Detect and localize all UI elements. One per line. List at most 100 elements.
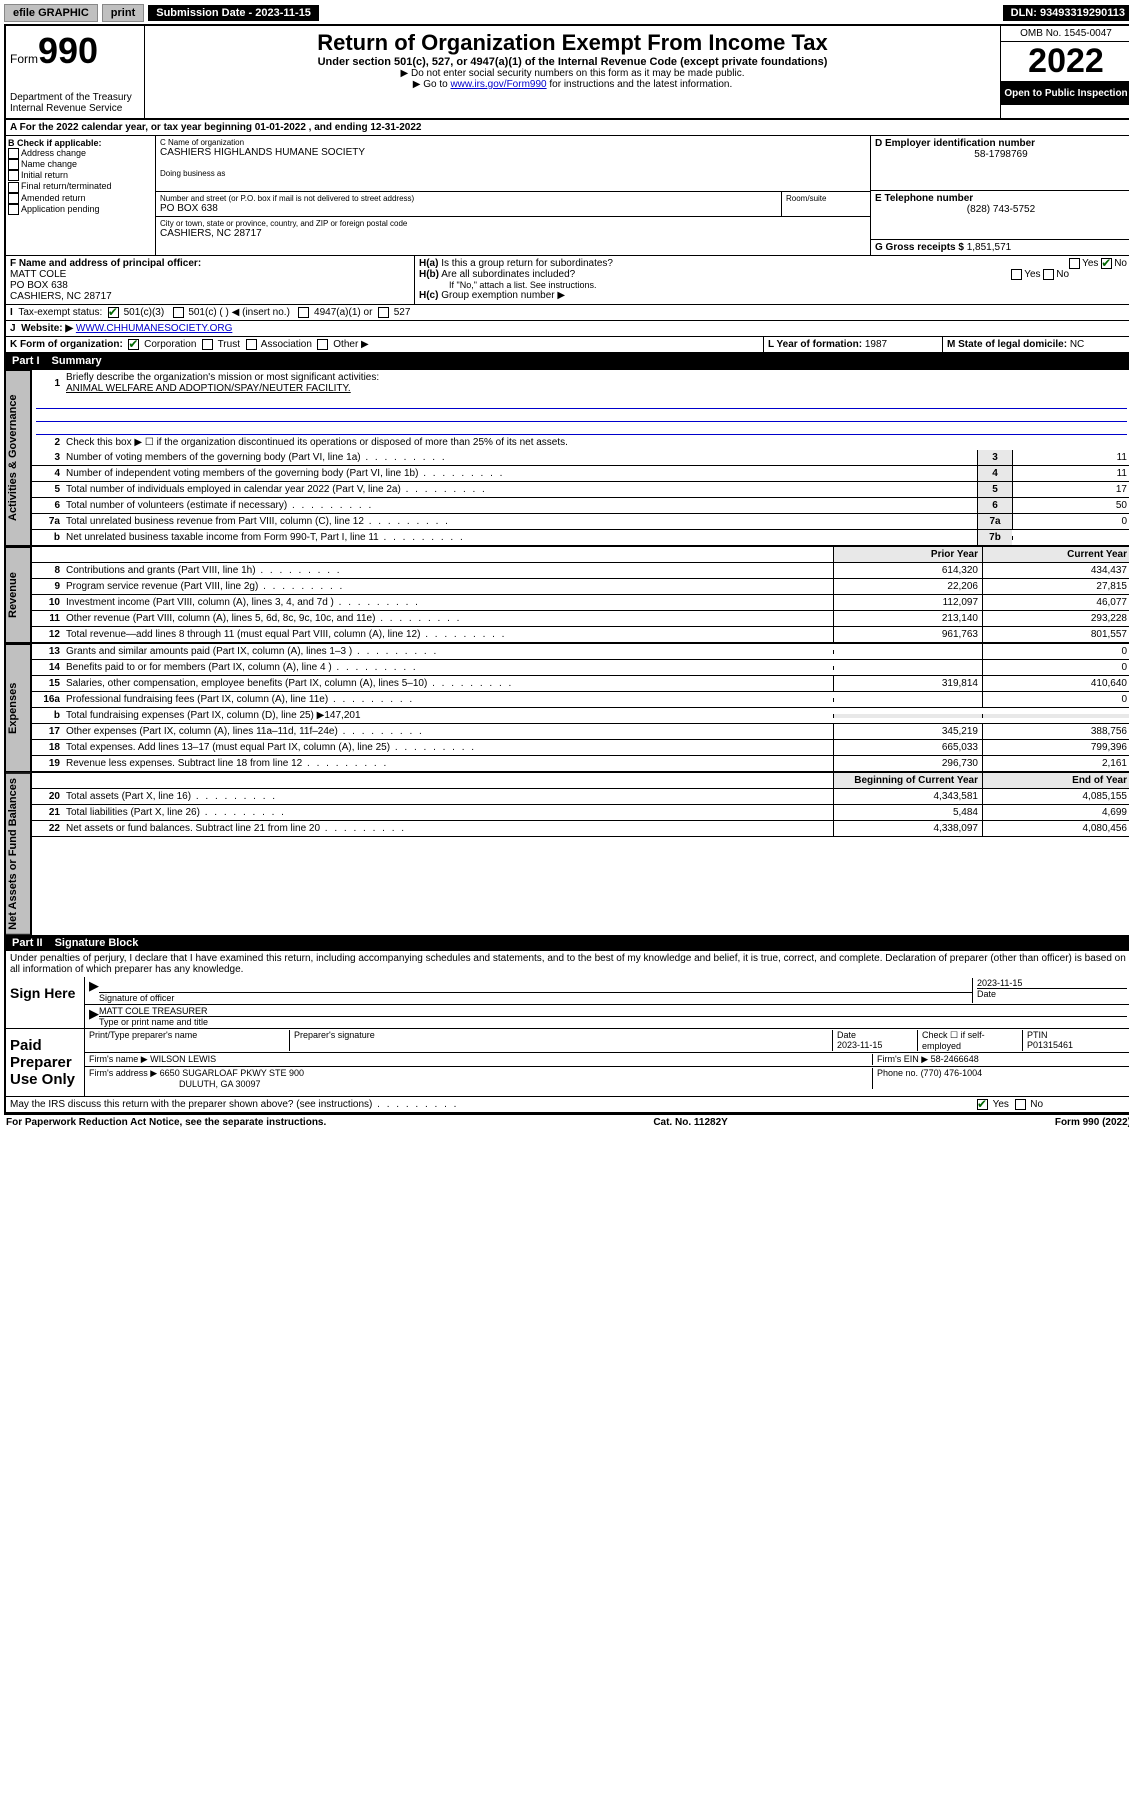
header-middle: Return of Organization Exempt From Incom… [145, 26, 1000, 118]
cb-other[interactable] [317, 339, 328, 350]
ha-yes[interactable] [1069, 258, 1080, 269]
firm-ein: 58-2466648 [931, 1054, 979, 1064]
tab-netassets: Net Assets or Fund Balances [6, 773, 31, 935]
cb-final-return[interactable]: Final return/terminated [8, 181, 153, 192]
dba-label: Doing business as [160, 169, 866, 178]
state-domicile: NC [1070, 339, 1084, 350]
year-formation: 1987 [865, 339, 887, 350]
cb-address-change[interactable]: Address change [8, 148, 153, 159]
paid-preparer-block: Paid Preparer Use Only Print/Type prepar… [6, 1029, 1129, 1097]
page-footer: For Paperwork Reduction Act Notice, see … [4, 1115, 1129, 1130]
firm-name: WILSON LEWIS [150, 1054, 216, 1064]
phone-value: (828) 743-5752 [875, 204, 1127, 215]
form-number: Form990 [10, 30, 140, 72]
mission-blank-1 [36, 396, 1127, 409]
gov-line: 7aTotal unrelated business revenue from … [32, 514, 1129, 530]
h-c: H(c) Group exemption number ▶ [419, 290, 1127, 301]
firm-addr2: DULUTH, GA 30097 [89, 1079, 261, 1089]
print-button[interactable]: print [102, 4, 144, 22]
e-label: E Telephone number [875, 193, 1127, 204]
summary-line: 15Salaries, other compensation, employee… [32, 676, 1129, 692]
sign-here-block: Sign Here ▶ Signature of officer 2023-11… [6, 977, 1129, 1029]
note-ssn: ▶ Do not enter social security numbers o… [149, 68, 996, 79]
street-label: Number and street (or P.O. box if mail i… [160, 194, 777, 203]
g-label: G Gross receipts $ [875, 242, 964, 253]
ein-value: 58-1798769 [875, 149, 1127, 160]
open-public: Open to Public Inspection [1001, 82, 1129, 105]
dept-treasury: Department of the Treasury [10, 92, 140, 103]
officer-typed-name: MATT COLE TREASURER [99, 1006, 1127, 1016]
irs-link[interactable]: www.irs.gov/Form990 [450, 79, 546, 90]
cb-corp[interactable] [128, 339, 139, 350]
form-frame: Form990 Department of the Treasury Inter… [4, 24, 1129, 1115]
note-goto: ▶ Go to www.irs.gov/Form990 for instruct… [149, 79, 996, 90]
sec-expenses: Expenses 13Grants and similar amounts pa… [6, 643, 1129, 772]
omb-number: OMB No. 1545-0047 [1001, 26, 1129, 42]
cb-4947[interactable] [298, 307, 309, 318]
mission-text: ANIMAL WELFARE AND ADOPTION/SPAY/NEUTER … [66, 383, 351, 394]
cb-name-change[interactable]: Name change [8, 159, 153, 170]
city-label: City or town, state or province, country… [160, 219, 866, 228]
mission-blank-3 [36, 422, 1127, 435]
perjury-text: Under penalties of perjury, I declare th… [6, 951, 1129, 977]
city-value: CASHIERS, NC 28717 [160, 228, 866, 239]
cb-initial-return[interactable]: Initial return [8, 170, 153, 181]
irs-label: Internal Revenue Service [10, 103, 140, 114]
c-label: C Name of organization [160, 138, 866, 147]
cb-assoc[interactable] [246, 339, 257, 350]
part1-header: Part I Summary [6, 353, 1129, 369]
summary-line: 19Revenue less expenses. Subtract line 1… [32, 756, 1129, 772]
section-bcdeg: B Check if applicable: Address change Na… [6, 136, 1129, 256]
gov-line: 5Total number of individuals employed in… [32, 482, 1129, 498]
summary-line: 22Net assets or fund balances. Subtract … [32, 821, 1129, 837]
officer-addr2: CASHIERS, NC 28717 [10, 291, 410, 302]
street-value: PO BOX 638 [160, 203, 777, 214]
h-a: H(a) Is this a group return for subordin… [419, 258, 1127, 269]
tab-expenses: Expenses [6, 644, 31, 772]
hb-yes[interactable] [1011, 269, 1022, 280]
summary-line: 17Other expenses (Part IX, column (A), l… [32, 724, 1129, 740]
cb-527[interactable] [378, 307, 389, 318]
form-header: Form990 Department of the Treasury Inter… [6, 26, 1129, 120]
section-c: C Name of organization CASHIERS HIGHLAND… [156, 136, 870, 255]
arrow-icon: ▶ [89, 978, 99, 1003]
line-klm: K Form of organization: Corporation Trus… [6, 337, 1129, 353]
officer-name: MATT COLE [10, 269, 410, 280]
top-bar: efile GRAPHIC print Submission Date - 20… [4, 4, 1129, 22]
arrow-icon: ▶ [89, 1006, 99, 1027]
cb-501c3[interactable] [108, 307, 119, 318]
summary-line: 9Program service revenue (Part VIII, lin… [32, 579, 1129, 595]
tab-revenue: Revenue [6, 547, 31, 643]
part2-header: Part II Signature Block [6, 935, 1129, 951]
summary-line: 13Grants and similar amounts paid (Part … [32, 644, 1129, 660]
hb-no[interactable] [1043, 269, 1054, 280]
summary-line: bTotal fundraising expenses (Part IX, co… [32, 708, 1129, 724]
website-link[interactable]: WWW.CHHUMANESOCIETY.ORG [76, 323, 232, 334]
gov-line: 4Number of independent voting members of… [32, 466, 1129, 482]
cb-app-pending[interactable]: Application pending [8, 204, 153, 215]
ha-no[interactable] [1101, 258, 1112, 269]
discuss-yes[interactable] [977, 1099, 988, 1110]
firm-phone: (770) 476-1004 [921, 1068, 983, 1078]
section-deg: D Employer identification number 58-1798… [870, 136, 1129, 255]
discuss-no[interactable] [1015, 1099, 1026, 1110]
cb-501c[interactable] [173, 307, 184, 318]
gov-line: 6Total number of volunteers (estimate if… [32, 498, 1129, 514]
cb-amended[interactable]: Amended return [8, 193, 153, 204]
mission-blank-2 [36, 409, 1127, 422]
section-fh: F Name and address of principal officer:… [6, 256, 1129, 305]
line-j: J Website: ▶ WWW.CHHUMANESOCIETY.ORG [6, 321, 1129, 337]
summary-line: 20Total assets (Part X, line 16)4,343,58… [32, 789, 1129, 805]
form-subtitle: Under section 501(c), 527, or 4947(a)(1)… [149, 56, 996, 68]
sec-revenue: Revenue Prior Year Current Year 8Contrib… [6, 546, 1129, 643]
line-i: I Tax-exempt status: 501(c)(3) 501(c) ( … [6, 305, 1129, 321]
cb-trust[interactable] [202, 339, 213, 350]
efile-button[interactable]: efile GRAPHIC [4, 4, 98, 22]
org-name: CASHIERS HIGHLANDS HUMANE SOCIETY [160, 147, 866, 158]
line-a: A For the 2022 calendar year, or tax yea… [6, 120, 1129, 136]
dln-label: DLN: 93493319290113 [1003, 5, 1129, 21]
summary-line: 18Total expenses. Add lines 13–17 (must … [32, 740, 1129, 756]
gov-line: bNet unrelated business taxable income f… [32, 530, 1129, 546]
summary-line: 10Investment income (Part VIII, column (… [32, 595, 1129, 611]
tax-year: 2022 [1001, 42, 1129, 82]
